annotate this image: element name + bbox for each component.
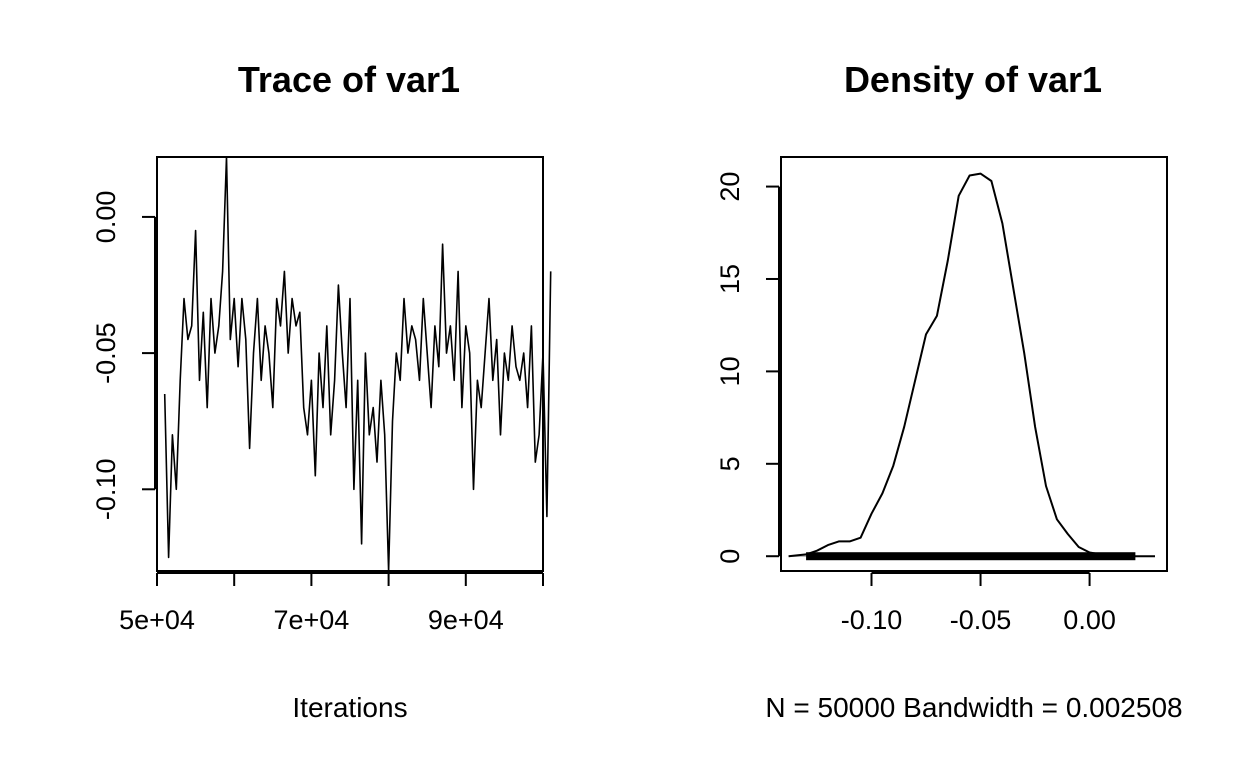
trace-x-tick-label: 7e+04 bbox=[273, 605, 349, 635]
density-plot-frame bbox=[780, 156, 1168, 572]
trace-x-axis: 5e+04 7e+04 9e+04 bbox=[119, 572, 544, 635]
density-y-axis: 0 5 10 15 20 bbox=[715, 172, 780, 564]
trace-series-line bbox=[163, 156, 552, 572]
density-y-tick-label: 20 bbox=[715, 172, 745, 202]
density-series-line bbox=[788, 172, 1155, 558]
density-y-tick-label: 0 bbox=[715, 549, 745, 564]
density-y-tick-label: 15 bbox=[715, 264, 745, 294]
trace-y-tick-label: 0.00 bbox=[91, 191, 121, 244]
density-panel: Density of var1 -0.10 -0.05 0.00 05101520 … bbox=[715, 59, 1183, 723]
density-rug bbox=[806, 552, 1136, 561]
density-x-tick-label: 0.00 bbox=[1063, 605, 1116, 635]
trace-x-label: Iterations bbox=[292, 692, 407, 723]
trace-panel: Trace of var1 5e+04 7e+04 9e+04 -0.10 -0.05… bbox=[91, 59, 552, 723]
trace-y-tick-label: -0.10 bbox=[91, 459, 121, 521]
trace-y-tick-label: -0.05 bbox=[91, 322, 121, 384]
density-title: Density of var1 bbox=[844, 59, 1102, 100]
density-y-tick-label: 10 bbox=[715, 356, 745, 386]
trace-x-tick-label: 5e+04 bbox=[119, 605, 195, 635]
density-y-tick-label: 5 bbox=[715, 456, 745, 471]
density-x-axis: -0.10 -0.05 0.00 bbox=[841, 572, 1116, 635]
trace-y-axis: -0.10 -0.05 0.00 bbox=[91, 191, 156, 521]
density-x-tick-label: -0.05 bbox=[950, 605, 1012, 635]
trace-title: Trace of var1 bbox=[238, 59, 460, 100]
trace-x-tick-label: 9e+04 bbox=[428, 605, 504, 635]
density-x-label: N = 50000 Bandwidth = 0.002508 bbox=[765, 692, 1182, 723]
density-x-tick-label: -0.10 bbox=[841, 605, 903, 635]
